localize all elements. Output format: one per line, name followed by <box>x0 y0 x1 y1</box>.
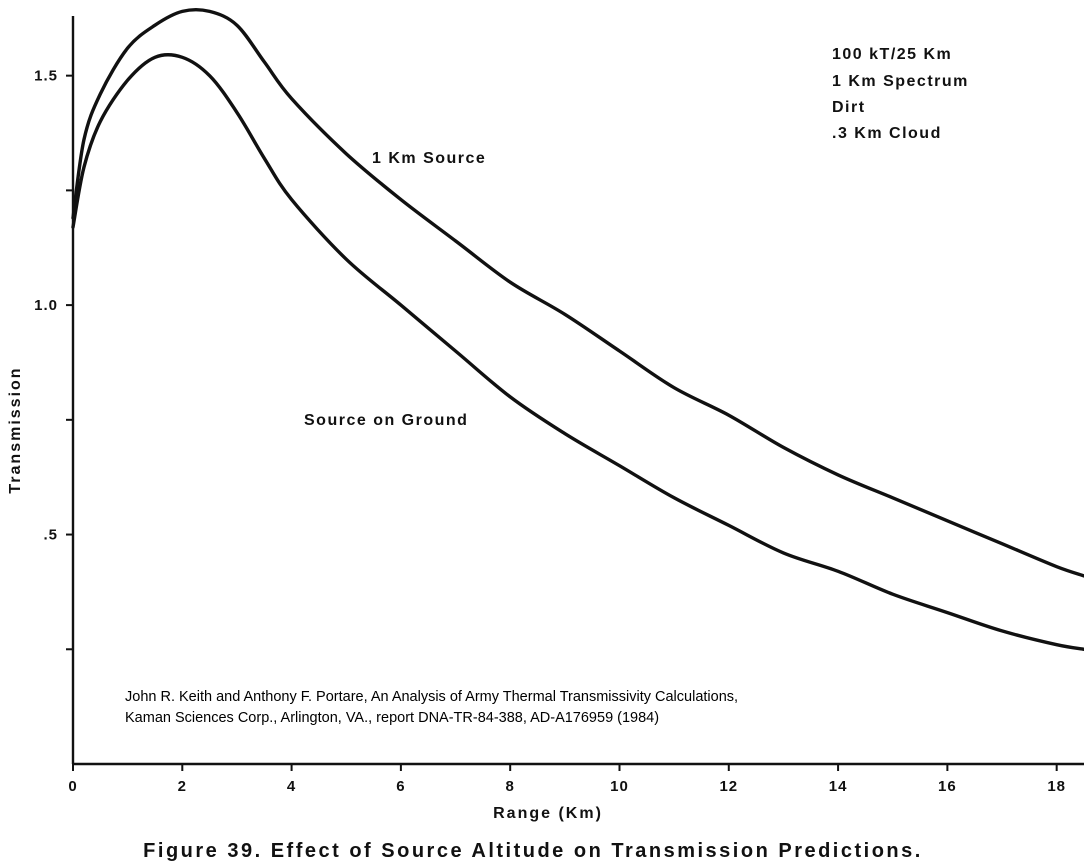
series-label-1km-source: 1 Km Source <box>372 150 486 167</box>
x-tick-label: 16 <box>938 778 957 795</box>
series-label-source-on-ground: Source on Ground <box>304 412 468 429</box>
x-axis-title: Range (Km) <box>493 805 603 822</box>
citation-line-2: Kaman Sciences Corp., Arlington, VA., re… <box>125 710 659 726</box>
x-tick-label: 12 <box>719 778 738 795</box>
x-tick-label: 10 <box>610 778 629 795</box>
curve-source-on-ground <box>71 53 1084 651</box>
y-tick-label: 1.5 <box>34 68 58 85</box>
x-tick-label: 14 <box>829 778 848 795</box>
y-tick-label: 1.0 <box>34 297 58 314</box>
x-tick-labels: 0 2 4 6 8 10 12 14 16 18 <box>68 778 1066 795</box>
plot-curves <box>71 7 1084 651</box>
annotation-dirt: Dirt <box>832 99 866 116</box>
x-tick-label: 2 <box>178 778 187 795</box>
tick-marks <box>66 74 1058 771</box>
curve-1km-source <box>71 7 1084 578</box>
annotation-cloud: .3 Km Cloud <box>832 125 942 142</box>
y-tick-label: .5 <box>43 527 58 544</box>
y-tick-labels: .5 1.0 1.5 <box>34 68 58 544</box>
annotation-spectrum: 1 Km Spectrum <box>832 73 969 90</box>
x-tick-label: 4 <box>287 778 296 795</box>
x-tick-label: 8 <box>506 778 515 795</box>
y-axis-title: Transmission <box>7 366 24 493</box>
citation-line-1: John R. Keith and Anthony F. Portare, An… <box>125 689 738 705</box>
x-tick-label: 0 <box>68 778 77 795</box>
x-tick-label: 18 <box>1047 778 1066 795</box>
annotation-yield: 100 kT/25 Km <box>832 46 952 63</box>
figure-caption: Figure 39. Effect of Source Altitude on … <box>143 840 923 862</box>
x-tick-label: 6 <box>396 778 405 795</box>
